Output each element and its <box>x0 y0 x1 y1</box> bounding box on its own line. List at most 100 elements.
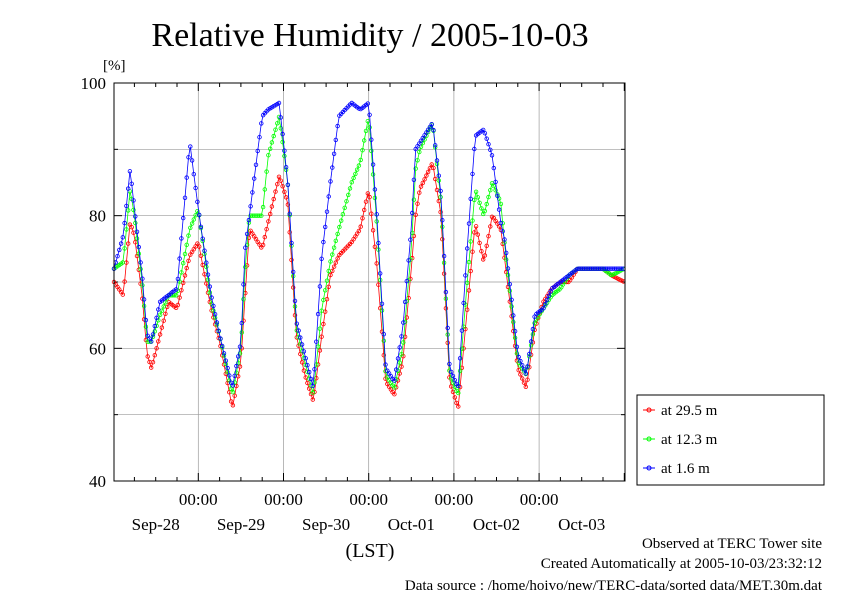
data-point <box>456 404 461 409</box>
data-point <box>225 365 230 371</box>
data-point <box>125 241 131 246</box>
data-point <box>156 339 161 344</box>
legend-label: at 1.6 m <box>661 461 710 477</box>
data-point <box>335 231 340 237</box>
data-point <box>408 237 413 242</box>
data-point <box>157 312 163 317</box>
data-point <box>479 206 484 211</box>
data-point <box>218 336 223 341</box>
data-point <box>376 240 381 246</box>
data-point <box>381 353 386 358</box>
data-point <box>365 101 370 106</box>
data-point <box>120 260 125 265</box>
data-point <box>472 146 477 152</box>
data-point <box>289 257 294 263</box>
data-point <box>191 217 196 222</box>
data-point <box>500 229 505 234</box>
data-point <box>298 335 303 340</box>
y-tick-label: 80 <box>89 207 106 226</box>
plot-frame <box>113 82 626 482</box>
data-point <box>484 243 489 248</box>
data-point <box>184 265 189 271</box>
data-point <box>172 293 177 298</box>
data-point <box>441 253 447 259</box>
data-point <box>370 162 376 167</box>
data-point <box>186 233 191 238</box>
data-point <box>287 211 292 216</box>
data-point <box>514 351 520 356</box>
data-point <box>278 126 283 131</box>
data-point <box>365 118 370 124</box>
data-point <box>527 351 532 357</box>
data-point <box>358 224 363 229</box>
data-point <box>262 234 267 240</box>
data-point <box>228 386 234 391</box>
y-axis-ticks: 40 60 80 100 <box>81 74 625 491</box>
data-point <box>466 221 472 226</box>
data-point <box>127 169 133 174</box>
data-point <box>282 148 287 153</box>
data-point <box>470 218 475 223</box>
data-point <box>425 169 431 175</box>
data-point <box>200 236 205 241</box>
data-point <box>504 257 509 262</box>
data-point <box>276 100 282 106</box>
data-point <box>482 253 488 258</box>
data-point <box>495 193 500 198</box>
data-point <box>122 246 127 251</box>
data-point <box>129 224 134 230</box>
data-point <box>250 190 255 195</box>
data-point <box>509 297 514 302</box>
data-point <box>461 300 466 306</box>
data-point <box>235 354 241 359</box>
data-point <box>246 235 252 240</box>
data-point <box>268 211 273 217</box>
data-point <box>122 220 127 226</box>
data-point <box>415 158 420 163</box>
data-point <box>221 351 227 356</box>
data-point <box>211 303 216 309</box>
data-point <box>530 332 536 337</box>
data-point <box>470 171 475 177</box>
data-point <box>351 175 356 181</box>
data-point <box>488 147 493 152</box>
legend-label: at 12.3 m <box>661 432 718 448</box>
data-point <box>363 128 369 134</box>
data-point <box>525 377 530 382</box>
data-point <box>125 208 131 213</box>
data-point <box>140 276 145 281</box>
data-point <box>129 181 134 186</box>
data-point <box>283 164 289 170</box>
data-point <box>282 189 287 194</box>
data-point <box>310 397 315 402</box>
x-time-label: 00:00 <box>264 490 303 509</box>
data-point <box>397 360 402 365</box>
data-point <box>184 242 189 247</box>
data-point <box>260 242 266 248</box>
data-point <box>340 211 346 217</box>
x-time-label: 00:00 <box>435 490 474 509</box>
data-point <box>273 189 278 194</box>
data-point <box>243 245 248 250</box>
data-point <box>150 360 156 365</box>
data-point <box>198 224 204 229</box>
data-point <box>179 270 184 275</box>
data-point <box>369 137 374 142</box>
data-point <box>530 326 536 332</box>
data-point <box>266 219 271 224</box>
data-point <box>374 261 379 266</box>
data-point <box>182 273 188 278</box>
data-point <box>326 268 331 274</box>
data-point <box>367 194 372 200</box>
data-point <box>143 324 149 329</box>
footer-observed-at: Observed at TERC Tower site <box>641 536 822 552</box>
data-point <box>333 137 338 143</box>
data-point <box>317 284 323 289</box>
data-point <box>422 177 427 182</box>
data-point <box>131 198 136 203</box>
data-point <box>417 149 422 155</box>
y-axis-unit: [%] <box>103 58 126 74</box>
data-point <box>152 353 157 358</box>
data-point <box>523 371 528 376</box>
data-point <box>466 288 472 293</box>
